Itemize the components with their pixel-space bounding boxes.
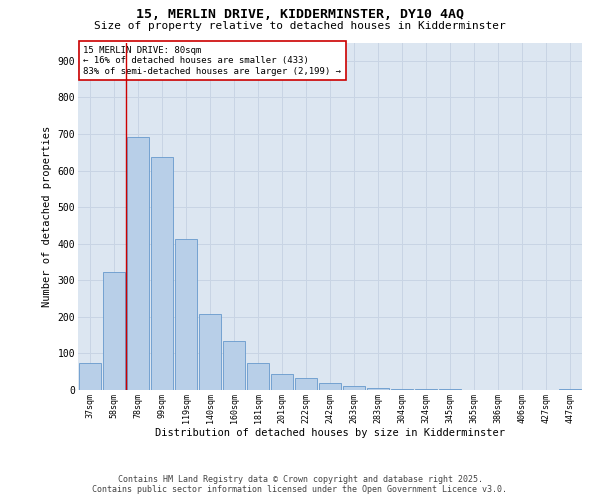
Text: 15, MERLIN DRIVE, KIDDERMINSTER, DY10 4AQ: 15, MERLIN DRIVE, KIDDERMINSTER, DY10 4A… (136, 8, 464, 20)
Text: Size of property relative to detached houses in Kidderminster: Size of property relative to detached ho… (94, 21, 506, 31)
Bar (247, 362, 269, 390)
Bar (175, 240, 197, 390)
Bar (343, 386, 365, 390)
Bar (295, 378, 317, 390)
Y-axis label: Number of detached properties: Number of detached properties (42, 126, 52, 307)
Bar (223, 340, 245, 390)
Bar (79, 362, 101, 390)
Bar (319, 384, 341, 390)
Bar (199, 314, 221, 390)
Text: 15 MERLIN DRIVE: 80sqm
← 16% of detached houses are smaller (433)
83% of semi-de: 15 MERLIN DRIVE: 80sqm ← 16% of detached… (83, 46, 341, 76)
Bar (367, 388, 389, 390)
Bar (127, 136, 149, 390)
X-axis label: Distribution of detached houses by size in Kidderminster: Distribution of detached houses by size … (155, 428, 505, 438)
Bar (151, 156, 173, 390)
Bar (271, 374, 293, 390)
Bar (103, 272, 125, 390)
Text: Contains HM Land Registry data © Crown copyright and database right 2025.
Contai: Contains HM Land Registry data © Crown c… (92, 474, 508, 494)
